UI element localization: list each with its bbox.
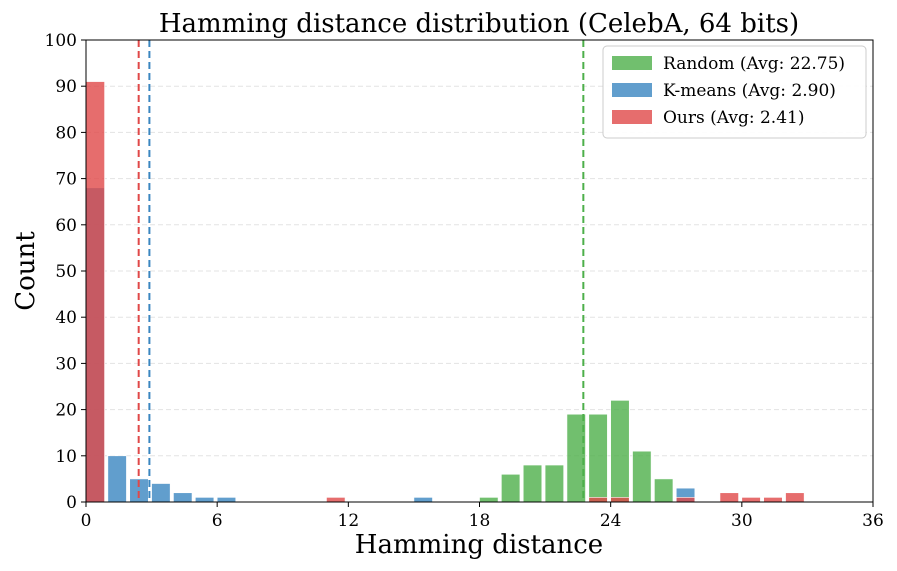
bar-series-1 — [173, 492, 193, 503]
bar-series-0 — [588, 413, 608, 503]
legend: Random (Avg: 22.75) K-means (Avg: 2.90) Ou… — [602, 45, 867, 139]
legend-label: Ours (Avg: 2.41) — [663, 108, 804, 128]
bar-series-1 — [195, 497, 215, 503]
x-axis-label: Hamming distance — [355, 530, 603, 560]
y-axis-ticks: 0 10 20 30 40 50 60 70 80 90 100 — [45, 31, 86, 513]
grid-lines — [86, 85, 873, 457]
y-tick-label: 50 — [55, 262, 77, 282]
average-lines — [137, 40, 585, 502]
y-tick-label: 80 — [55, 123, 77, 143]
legend-swatch — [612, 110, 652, 124]
y-tick-label: 20 — [55, 401, 77, 421]
y-tick-label: 100 — [45, 31, 77, 51]
bar-series-0 — [632, 450, 652, 503]
bar-series-2 — [785, 492, 805, 503]
legend-label: Random (Avg: 22.75) — [663, 54, 845, 74]
y-tick-label: 40 — [55, 308, 77, 328]
bar-series-1 — [151, 483, 171, 503]
x-tick-label: 36 — [862, 511, 884, 531]
bar-series-2 — [588, 497, 608, 503]
bar-series-2 — [610, 497, 630, 503]
x-tick-label: 12 — [338, 511, 360, 531]
x-tick-label: 18 — [469, 511, 491, 531]
legend-box — [602, 45, 867, 139]
legend-label: K-means (Avg: 2.90) — [663, 81, 836, 101]
chart-title: Hamming distance distribution (CelebA, 6… — [159, 9, 799, 39]
y-tick-label: 60 — [55, 216, 77, 236]
bars — [85, 81, 805, 503]
bar-series-2 — [763, 497, 783, 503]
bar-series-0 — [544, 464, 564, 503]
bar-series-1 — [216, 497, 237, 503]
y-tick-label: 10 — [55, 447, 77, 467]
bar-series-0 — [610, 400, 630, 503]
legend-swatch — [612, 56, 652, 70]
x-tick-label: 6 — [212, 511, 223, 531]
x-tick-label: 30 — [731, 511, 753, 531]
bar-series-2 — [675, 497, 696, 503]
bar-series-1 — [413, 497, 433, 503]
x-tick-label: 24 — [600, 511, 622, 531]
x-axis-ticks: 0 6 12 18 24 30 36 — [81, 502, 884, 531]
bar-series-2 — [741, 497, 761, 503]
y-tick-label: 0 — [66, 493, 77, 513]
bar-series-2 — [326, 497, 346, 503]
y-axis-label: Count — [11, 231, 41, 311]
bar-series-1 — [107, 455, 127, 503]
bar-series-0 — [501, 473, 521, 503]
bar-series-2 — [719, 492, 739, 503]
y-tick-label: 70 — [55, 170, 77, 190]
x-tick-label: 0 — [81, 511, 92, 531]
y-tick-label: 90 — [55, 77, 77, 97]
bar-series-0 — [522, 464, 543, 503]
bar-series-0 — [654, 478, 674, 503]
y-tick-label: 30 — [55, 354, 77, 374]
bar-series-2 — [85, 81, 105, 503]
bar-series-0 — [479, 497, 499, 503]
legend-swatch — [612, 83, 652, 97]
